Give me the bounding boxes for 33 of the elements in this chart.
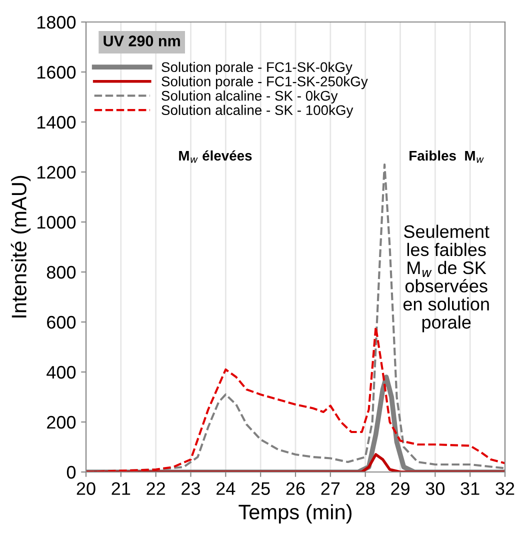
x-tick-label: 31 [460, 482, 480, 495]
x-tick-label: 24 [216, 482, 236, 495]
y-tick-label: 600 [47, 316, 76, 329]
annotation: Faibles M$_{w}$ [410, 150, 484, 163]
x-tick-label: 25 [251, 482, 270, 495]
x-axis-title: Temps (min) [238, 504, 352, 524]
y-tick-label: 1200 [37, 166, 76, 179]
legend-label: Solution porale - FC1-SK-250kGy [162, 76, 368, 90]
x-tick-label: 21 [112, 482, 130, 495]
x-tick-label: 27 [321, 482, 340, 495]
y-tick-label: 1600 [37, 66, 76, 79]
y-tick-label: 1400 [37, 116, 76, 129]
y-tick-label: 0 [66, 466, 76, 479]
legend-label: Solution alcaline - SK - 0kGy [162, 90, 338, 104]
x-tick-label: 22 [146, 482, 165, 495]
x-tick-label: 26 [286, 482, 305, 495]
annotation: M$_{w}$ élevées [179, 150, 252, 163]
y-tick-label: 1000 [37, 216, 76, 229]
x-tick-label: 28 [356, 482, 375, 495]
legend-label: Solution porale - FC1-SK-0kGy [162, 62, 352, 75]
x-tick-label: 32 [496, 482, 514, 495]
annotation: Seulement les faibles M$_{w}$ de SK observées en solution porale [403, 224, 490, 332]
y-tick-label: 800 [46, 266, 76, 279]
x-tick-label: 30 [426, 482, 445, 495]
x-tick-label: 20 [76, 482, 96, 495]
y-tick-label: 1800 [37, 16, 76, 29]
x-tick-label: 29 [391, 482, 410, 495]
legend-label: Solution alcaline - SK - 100kGy [162, 104, 354, 118]
annotation: UV 290 nm [104, 36, 180, 46]
x-tick-label: 23 [182, 482, 200, 495]
y-tick-label: 200 [47, 416, 76, 429]
y-tick-label: 400 [46, 366, 76, 379]
y-axis-title: Intensité (mAU) [10, 176, 31, 318]
